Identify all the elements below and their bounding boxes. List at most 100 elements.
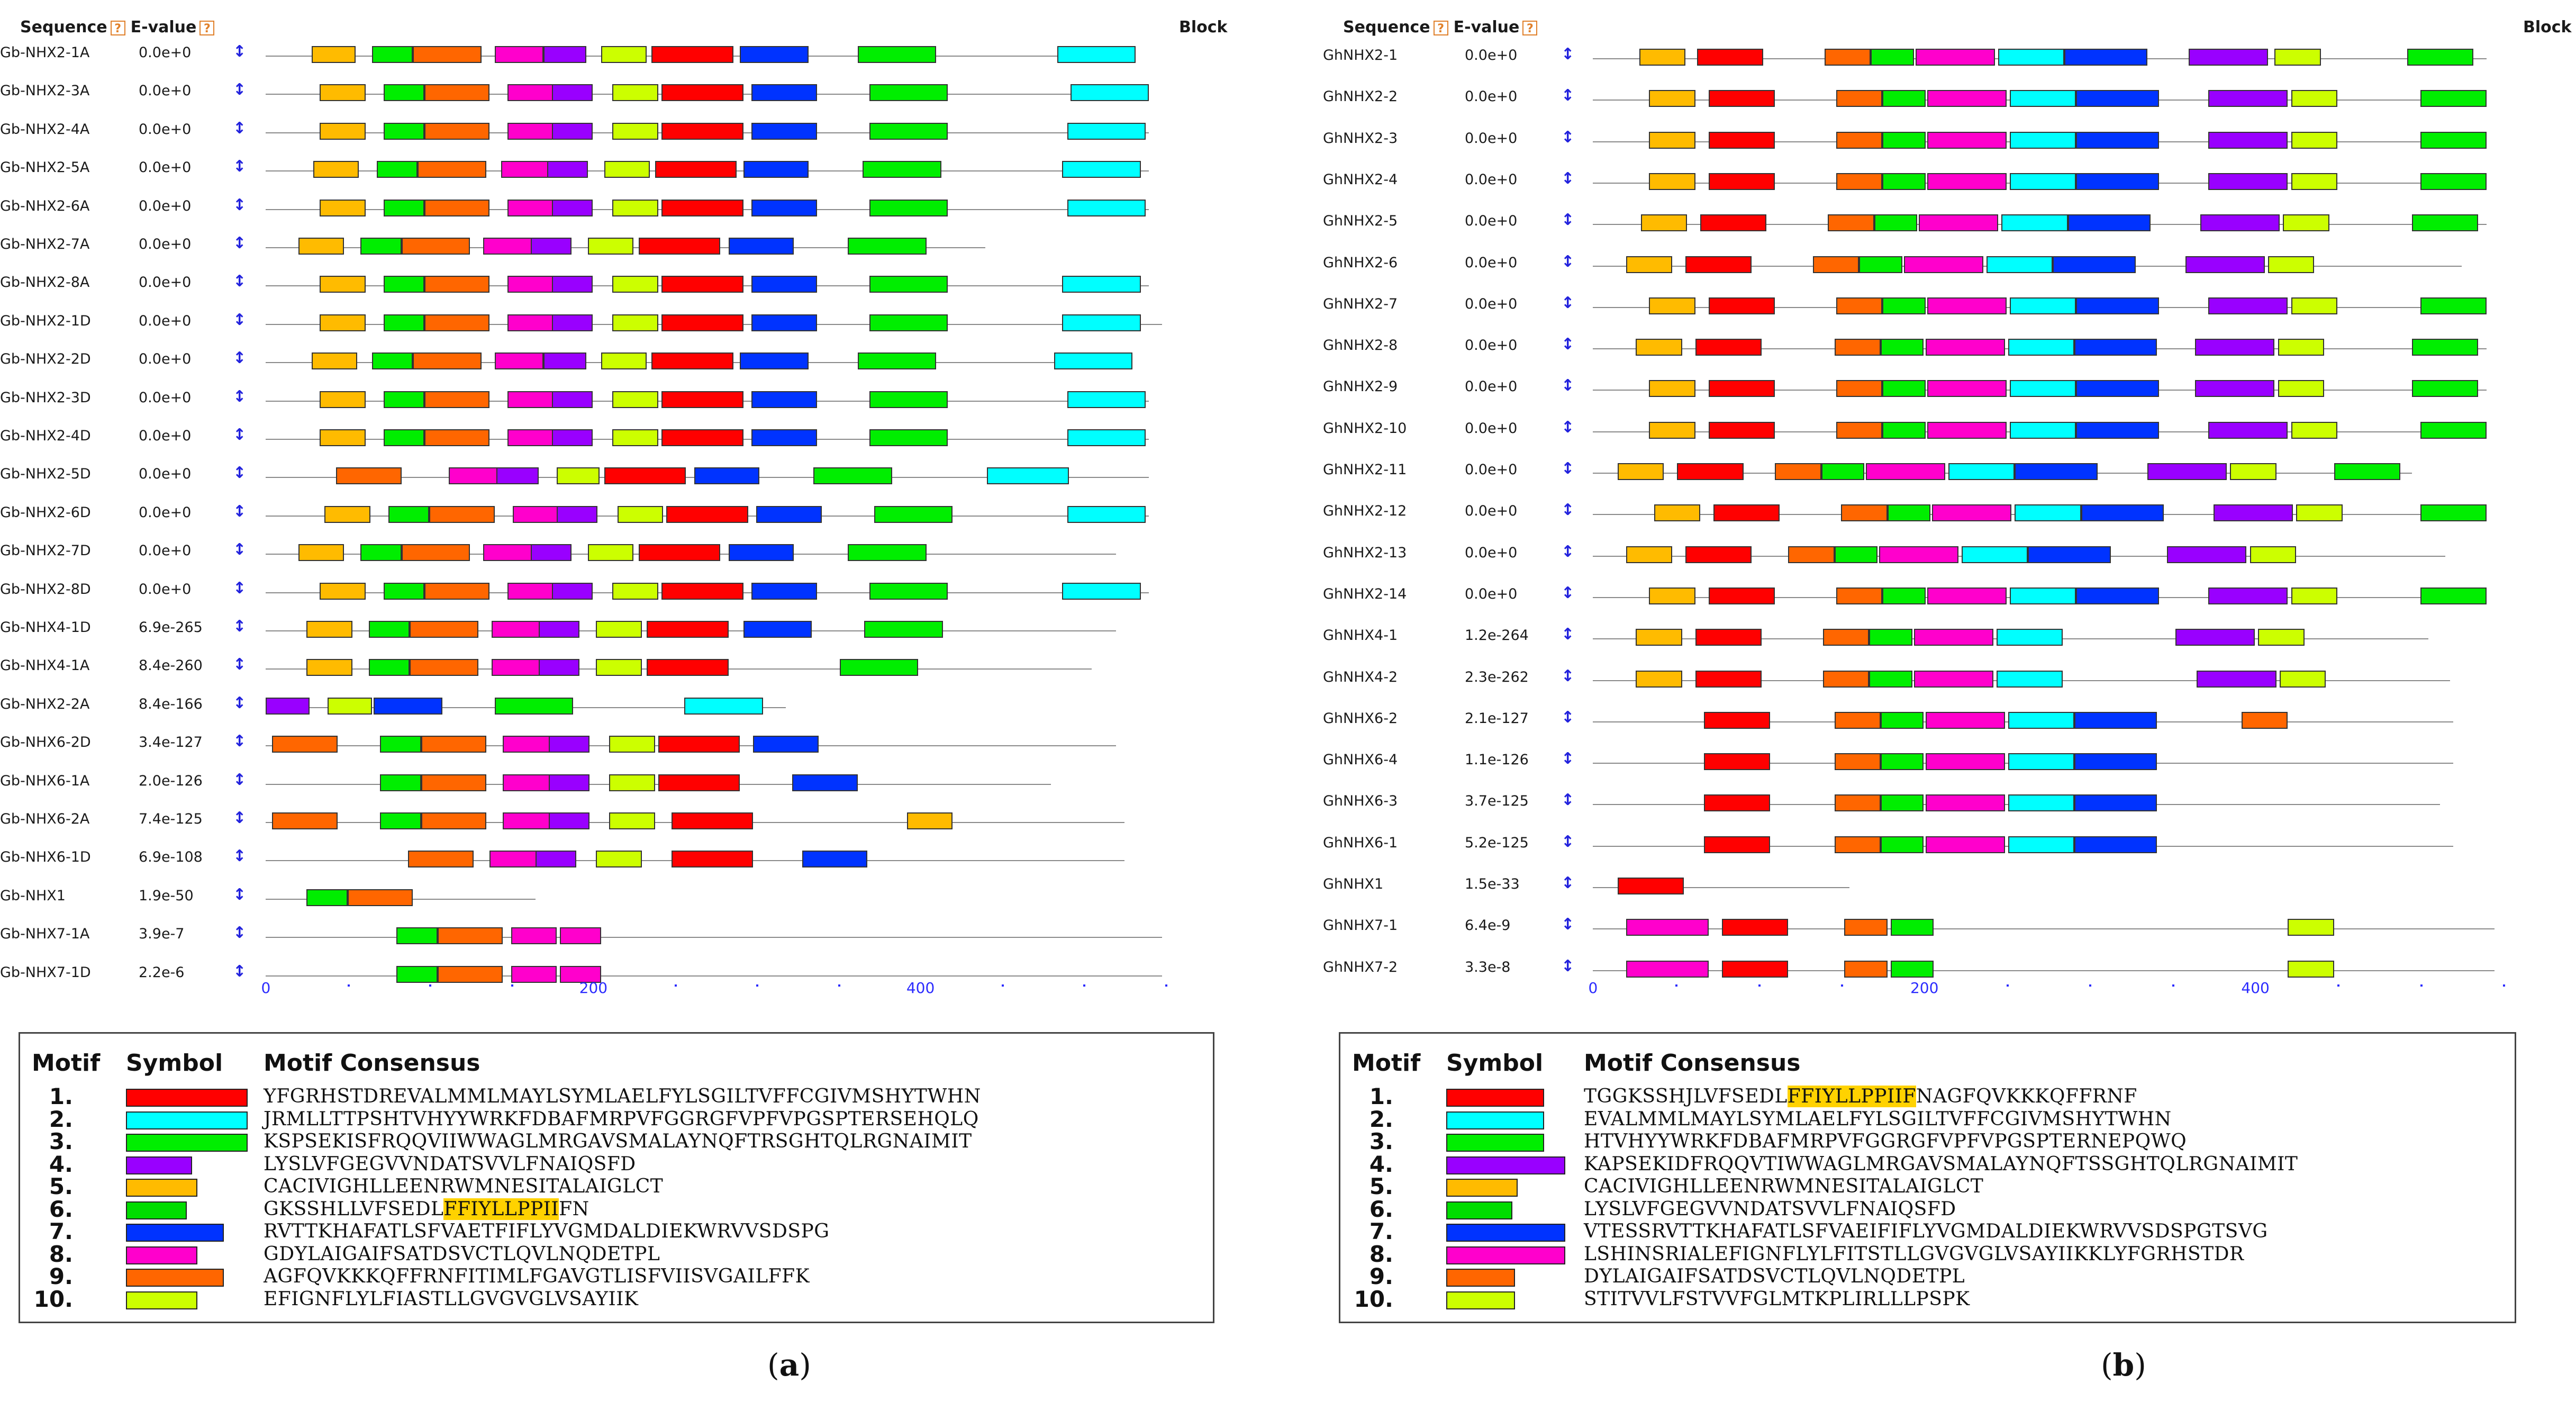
motif-10-block[interactable] — [604, 161, 650, 178]
motif-1-block[interactable] — [671, 812, 754, 829]
motif-1-block[interactable] — [1708, 297, 1775, 314]
motif-7-block[interactable] — [751, 84, 817, 102]
help-icon[interactable]: ? — [110, 20, 125, 35]
help-icon[interactable]: ? — [1433, 20, 1448, 35]
motif-1-block[interactable] — [661, 429, 743, 446]
motif-10-block[interactable] — [612, 429, 658, 446]
motif-5-block[interactable] — [1626, 256, 1673, 273]
motif-8-block[interactable] — [1626, 919, 1709, 936]
table-row[interactable]: GhNHX6-1 5.2e-125 ↕ — [1323, 827, 2524, 859]
motif-10-block[interactable] — [2288, 919, 2335, 936]
motif-4-block[interactable] — [551, 84, 593, 102]
motif-5-block[interactable] — [1649, 587, 1695, 604]
motif-5-block[interactable] — [320, 582, 366, 600]
motif-9-block[interactable] — [424, 429, 490, 446]
motif-1-block[interactable] — [1708, 587, 1775, 604]
motif-3-block[interactable] — [2420, 90, 2487, 107]
motif-9-block[interactable] — [424, 122, 490, 140]
motif-5-block[interactable] — [320, 276, 366, 293]
table-row[interactable]: GhNHX4-2 2.3e-262 ↕ — [1323, 662, 2524, 693]
table-row[interactable]: Gb-NHX2-3A 0.0e+0 ↕ — [0, 75, 1186, 107]
motif-4-block[interactable] — [551, 429, 593, 446]
motif-10-block[interactable] — [612, 276, 658, 293]
motif-1-block[interactable] — [1713, 504, 1780, 522]
table-row[interactable]: Gb-NHX2-8A 0.0e+0 ↕ — [0, 267, 1186, 299]
motif-7-block[interactable] — [2074, 753, 2157, 771]
motif-4-block[interactable] — [2213, 504, 2293, 522]
motif-2-block[interactable] — [1067, 505, 1146, 523]
motif-8-block[interactable] — [1915, 49, 1995, 66]
strand-arrow-icon[interactable]: ↕ — [1561, 791, 1575, 810]
table-row[interactable]: GhNHX2-12 0.0e+0 ↕ — [1323, 495, 2524, 527]
motif-3-block[interactable] — [2420, 587, 2487, 604]
motif-4-block[interactable] — [530, 544, 572, 562]
motif-2-block[interactable] — [2008, 711, 2075, 729]
motif-5-block[interactable] — [306, 659, 352, 676]
motif-8-block[interactable] — [507, 429, 557, 446]
motif-3-block[interactable] — [371, 46, 413, 63]
motif-10-block[interactable] — [2291, 297, 2338, 314]
table-row[interactable]: Gb-NHX6-2D 3.4e-127 ↕ — [0, 727, 1186, 758]
strand-arrow-icon[interactable]: ↕ — [233, 464, 247, 483]
strand-arrow-icon[interactable]: ↕ — [233, 502, 247, 521]
motif-10-block[interactable] — [328, 697, 372, 715]
motif-9-block[interactable] — [421, 812, 487, 829]
table-row[interactable]: Gb-NHX2-3D 0.0e+0 ↕ — [0, 382, 1186, 414]
motif-2-block[interactable] — [2008, 339, 2075, 356]
motif-5-block[interactable] — [1639, 49, 1686, 66]
strand-arrow-icon[interactable]: ↕ — [233, 732, 247, 751]
strand-arrow-icon[interactable]: ↕ — [1561, 874, 1575, 892]
motif-1-block[interactable] — [1721, 919, 1788, 936]
motif-10-block[interactable] — [587, 544, 634, 562]
motif-3-block[interactable] — [1882, 587, 1926, 604]
motif-8-block[interactable] — [507, 391, 557, 408]
motif-3-block[interactable] — [1882, 90, 1926, 107]
strand-arrow-icon[interactable]: ↕ — [233, 809, 247, 827]
motif-8-block[interactable] — [503, 736, 552, 753]
motif-5-block[interactable] — [298, 544, 344, 562]
motif-10-block[interactable] — [2250, 546, 2297, 563]
motif-7-block[interactable] — [753, 736, 819, 753]
motif-9-block[interactable] — [1836, 380, 1883, 397]
motif-5-block[interactable] — [1636, 629, 1682, 646]
strand-arrow-icon[interactable]: ↕ — [233, 693, 247, 712]
strand-arrow-icon[interactable]: ↕ — [1561, 542, 1575, 561]
motif-4-block[interactable] — [2195, 339, 2275, 356]
motif-3-block[interactable] — [306, 889, 348, 906]
motif-7-block[interactable] — [792, 774, 858, 791]
motif-2-block[interactable] — [1070, 84, 1149, 102]
motif-5-block[interactable] — [1626, 546, 1673, 563]
table-row[interactable]: Gb-NHX4-1A 8.4e-260 ↕ — [0, 650, 1186, 682]
help-icon[interactable]: ? — [1522, 20, 1538, 35]
motif-10-block[interactable] — [2278, 339, 2325, 356]
motif-2-block[interactable] — [1057, 46, 1136, 63]
motif-8-block[interactable] — [491, 621, 541, 638]
motif-9-block[interactable] — [1834, 711, 1881, 729]
motif-1-block[interactable] — [1685, 256, 1752, 273]
table-row[interactable]: Gb-NHX2-8D 0.0e+0 ↕ — [0, 574, 1186, 605]
motif-10-block[interactable] — [2258, 629, 2305, 646]
table-row[interactable]: GhNHX2-10 0.0e+0 ↕ — [1323, 413, 2524, 445]
table-row[interactable]: GhNHX6-2 2.1e-127 ↕ — [1323, 703, 2524, 735]
motif-8-block[interactable] — [507, 122, 557, 140]
motif-1-block[interactable] — [638, 544, 721, 562]
strand-arrow-icon[interactable]: ↕ — [233, 80, 247, 100]
motif-7-block[interactable] — [728, 544, 794, 562]
motif-1-block[interactable] — [1703, 753, 1770, 771]
motif-10-block[interactable] — [2274, 49, 2321, 66]
motif-3-block[interactable] — [1882, 380, 1926, 397]
motif-3-block[interactable] — [1859, 256, 1902, 273]
motif-10-block[interactable] — [612, 199, 658, 216]
motif-4-block[interactable] — [548, 736, 589, 753]
motif-1-block[interactable] — [1703, 711, 1770, 729]
motif-10-block[interactable] — [596, 659, 642, 676]
motif-5-block[interactable] — [320, 391, 366, 408]
motif-9-block[interactable] — [407, 851, 474, 868]
motif-1-block[interactable] — [651, 352, 733, 370]
motif-4-block[interactable] — [2208, 297, 2288, 314]
motif-1-block[interactable] — [661, 314, 743, 331]
motif-8-block[interactable] — [503, 812, 552, 829]
motif-3-block[interactable] — [864, 621, 943, 638]
motif-8-block[interactable] — [1903, 256, 1984, 273]
motif-9-block[interactable] — [1834, 339, 1881, 356]
